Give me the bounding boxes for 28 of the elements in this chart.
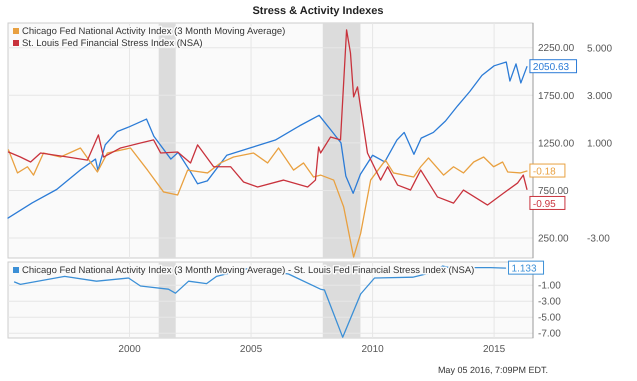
chart-title: Stress & Activity Indexes <box>252 5 384 17</box>
x-tick-label: 2015 <box>482 344 506 355</box>
y2-tick-label: 1.000 <box>587 138 612 150</box>
y2-tick-label: 3.000 <box>587 90 612 102</box>
y-tick-label: -5.00 <box>538 312 562 324</box>
text: May 05 2016, 7:09PM EDT. <box>438 365 548 375</box>
y-tick-label: 2250.00 <box>538 43 575 54</box>
y2-tick-label: -3.00 <box>587 234 610 245</box>
legend-label: St. Louis Fed Financial Stress Index (NSA) <box>22 38 203 49</box>
data-label: 2050.63 <box>532 62 570 74</box>
line-series <box>8 29 528 206</box>
data-label: -0.18 <box>532 166 556 178</box>
y-tick-label: -1.00 <box>538 280 562 292</box>
legend-label: Chicago Fed National Activity Index (3 Month Moving Average) <box>22 26 286 37</box>
data-label: 1.133 <box>512 264 537 275</box>
x-tick-label: 2000 <box>118 344 142 355</box>
line-series <box>7 61 528 219</box>
y-tick-label: -3.00 <box>538 296 562 308</box>
y-tick-label: 1750.00 <box>538 90 575 102</box>
x-tick-label: 2010 <box>361 344 384 355</box>
data-label: -0.95 <box>532 198 556 210</box>
y-tick-label: -7.00 <box>538 328 562 340</box>
line-series <box>8 147 528 258</box>
y-tick-label: 750.00 <box>538 186 570 197</box>
y-tick-label: 250.00 <box>538 234 570 245</box>
x-tick-label: 2005 <box>240 344 263 355</box>
y-tick-label: 1250.00 <box>538 138 575 150</box>
y2-tick-label: 5.000 <box>587 43 612 54</box>
